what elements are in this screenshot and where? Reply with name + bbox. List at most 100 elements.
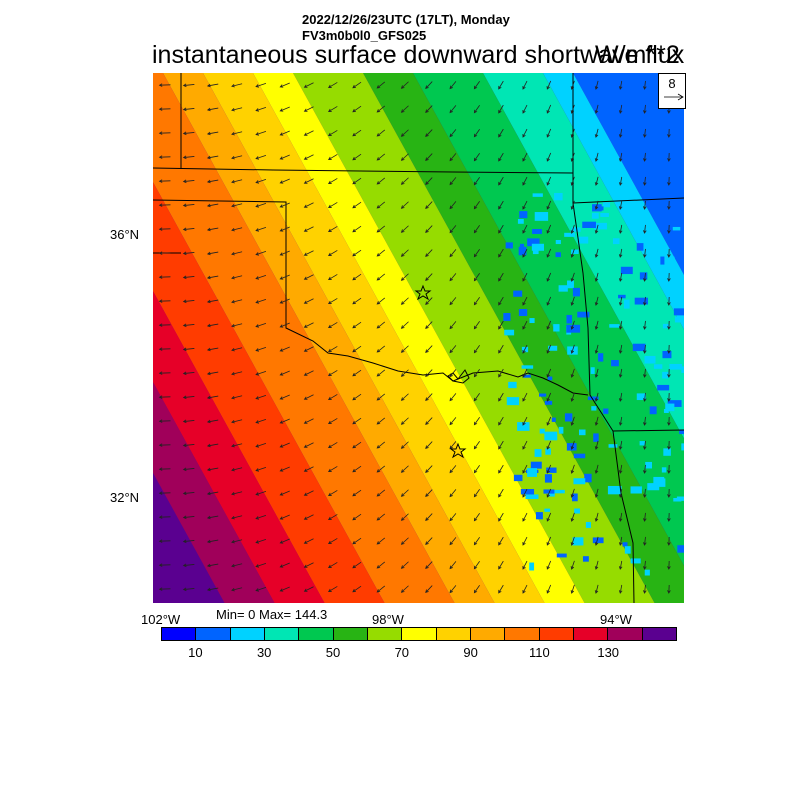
wind-arrow — [473, 513, 480, 522]
wind-arrow — [182, 107, 195, 112]
flux-band — [153, 473, 225, 603]
wind-arrow — [158, 539, 171, 543]
wind-arrow — [473, 273, 480, 282]
flux-speckle — [578, 429, 586, 436]
wind-arrow — [352, 561, 362, 569]
wind-arrow — [449, 465, 457, 474]
wind-arrow — [206, 107, 219, 112]
wind-arrow — [498, 248, 504, 258]
wind-arrow — [449, 273, 457, 282]
wind-arrow — [667, 440, 671, 450]
wind-arrow — [327, 106, 338, 112]
flux-speckle — [592, 537, 604, 544]
wind-arrow — [279, 106, 290, 112]
flux-speckle — [532, 229, 542, 234]
wind-arrow — [643, 224, 647, 234]
flux-speckle — [618, 294, 626, 299]
colorbar-tick-labels: 10 30 50 70 90 110 130 — [161, 645, 677, 661]
flux-speckle — [665, 403, 675, 412]
wind-arrow — [303, 346, 314, 352]
wind-arrow — [182, 371, 195, 376]
wind-arrow — [279, 250, 290, 256]
flux-speckle — [657, 384, 670, 391]
star-icon — [449, 442, 467, 459]
wind-arrow — [206, 155, 219, 160]
wind-arrow — [327, 394, 338, 400]
wind-arrow — [425, 513, 433, 522]
wind-arrow — [400, 369, 409, 377]
wind-arrow — [643, 392, 647, 402]
wind-arrow — [376, 441, 386, 449]
wind-arrow — [231, 443, 243, 448]
flux-speckle — [505, 242, 513, 249]
wind-arrow — [158, 179, 171, 183]
wind-arrow — [618, 248, 623, 258]
wind-arrow — [352, 489, 362, 497]
wind-arrow — [327, 490, 338, 496]
flux-speckle — [518, 308, 528, 317]
wind-arrow — [498, 368, 504, 378]
wind-arrow — [425, 561, 433, 570]
wind-arrow — [546, 440, 552, 450]
flux-speckle — [680, 293, 684, 302]
wind-arrow — [546, 368, 552, 378]
wind-arrow — [425, 585, 433, 594]
wind-arrow — [618, 128, 623, 138]
wind-arrow — [255, 202, 267, 208]
wind-arrow — [522, 560, 528, 570]
colorbar — [161, 627, 677, 641]
wind-arrow — [546, 176, 552, 186]
wind-arrow — [206, 395, 219, 400]
wind-arrow — [158, 83, 171, 87]
wind-arrow — [158, 467, 171, 471]
flux-speckle — [529, 562, 535, 571]
wind-arrow — [473, 321, 480, 330]
wind-arrow — [327, 250, 338, 256]
wind-arrow — [546, 488, 552, 498]
wind-arrow — [158, 371, 171, 375]
flux-speckle — [590, 367, 595, 374]
wind-arrow — [303, 514, 314, 520]
longitude-label-94w: 94°W — [600, 612, 632, 627]
wind-arrow — [376, 177, 386, 185]
wind-arrow — [667, 272, 671, 282]
wind-arrow — [498, 320, 504, 330]
arrow-right-icon — [664, 93, 684, 101]
wind-arrow — [522, 200, 528, 210]
wind-arrow — [182, 203, 195, 208]
wind-arrow — [546, 344, 552, 354]
wind-arrow — [303, 298, 314, 304]
colorbar-swatch — [196, 628, 231, 640]
wind-arrow — [158, 131, 171, 135]
wind-arrow — [206, 515, 219, 520]
wind-arrow — [570, 368, 575, 378]
flux-speckle — [543, 489, 555, 494]
wind-arrow — [570, 200, 575, 210]
wind-arrow — [158, 587, 171, 591]
wind-arrow — [570, 80, 575, 90]
wind-arrow — [231, 299, 243, 304]
wind-arrow — [279, 274, 290, 280]
wind-arrow — [400, 225, 409, 233]
flux-speckle — [620, 195, 625, 201]
wind-arrow — [206, 179, 219, 184]
wind-arrow — [425, 441, 433, 450]
colorbar-swatch — [505, 628, 540, 640]
wind-arrow — [570, 224, 575, 234]
wind-arrow — [182, 491, 195, 496]
flux-speckle — [553, 324, 560, 332]
wind-vector-field — [158, 80, 671, 594]
flux-speckle — [517, 218, 524, 224]
arkansas-louisiana-border — [612, 429, 684, 432]
colorbar-tick-label: 50 — [325, 645, 341, 660]
flux-speckle — [582, 556, 589, 562]
wind-arrow — [158, 155, 171, 159]
flux-speckle — [544, 400, 553, 405]
wind-arrow — [522, 440, 528, 450]
wind-arrow — [303, 130, 314, 136]
wind-arrow — [667, 464, 671, 474]
wind-arrow — [570, 320, 575, 330]
wind-arrow — [667, 200, 671, 210]
flux-speckle — [556, 553, 567, 558]
star-icon — [414, 284, 432, 301]
